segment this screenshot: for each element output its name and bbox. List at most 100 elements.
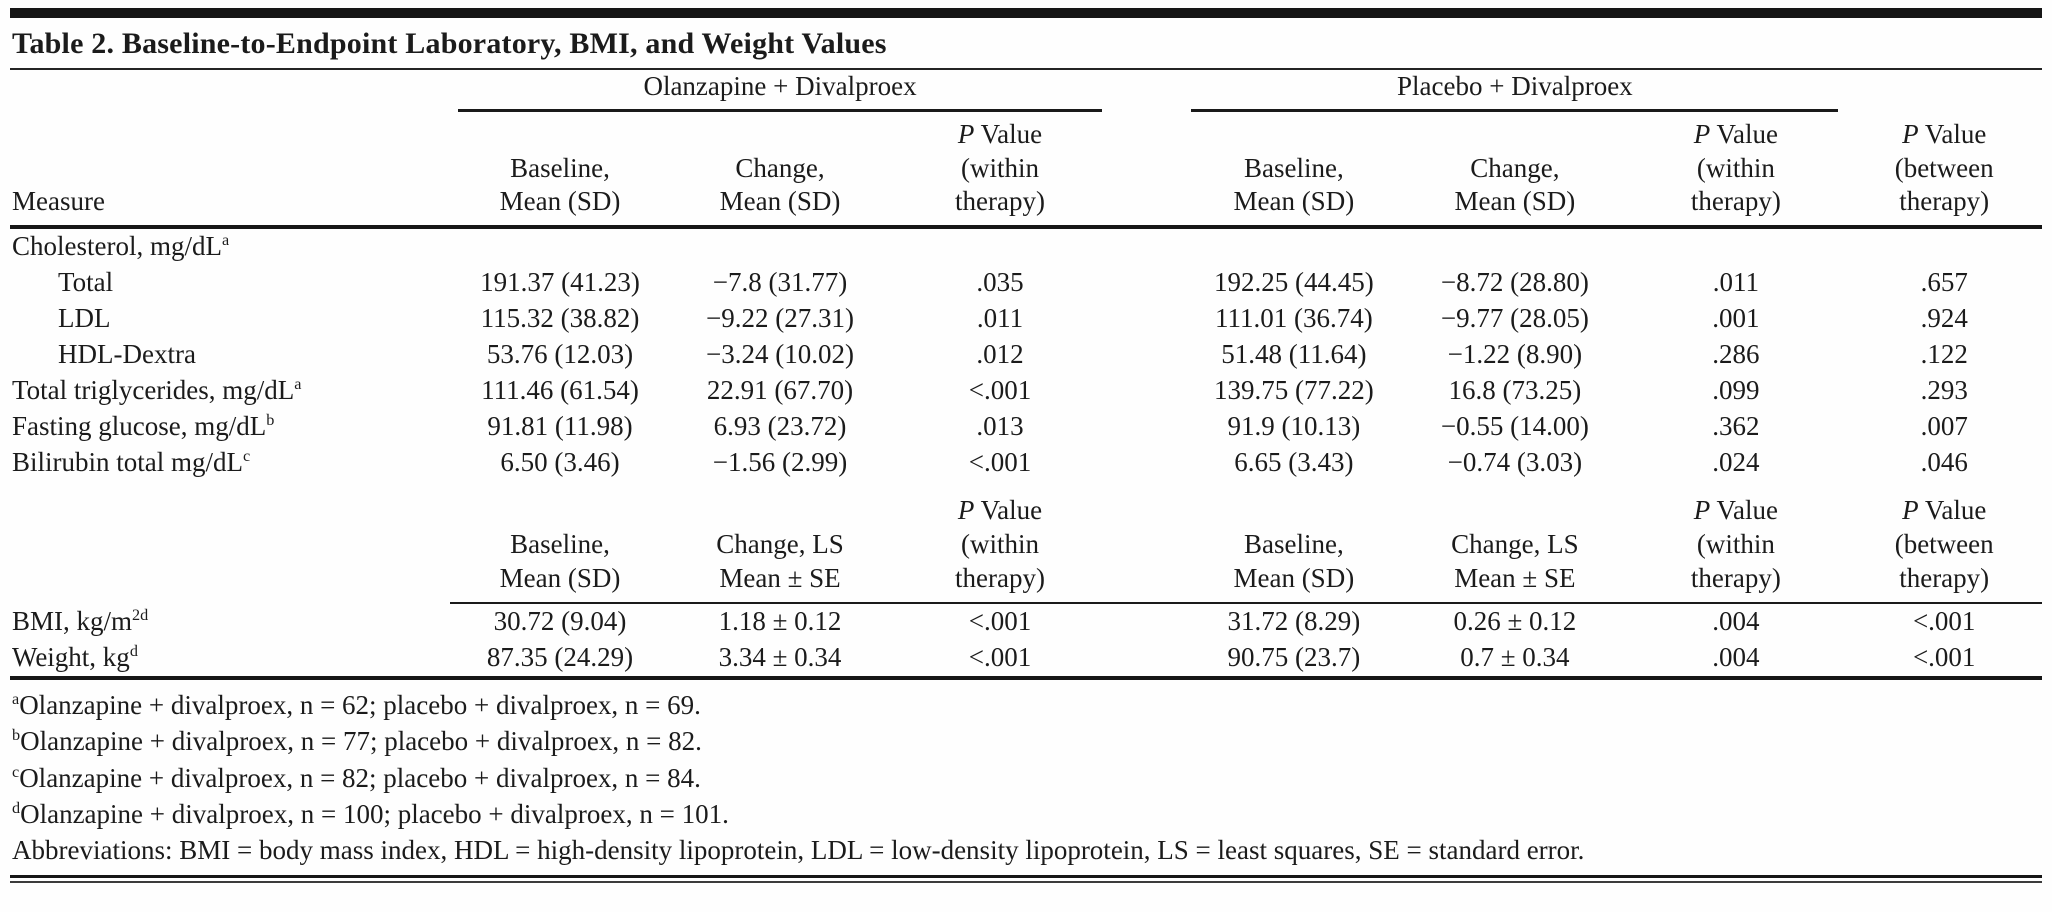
table-row-hdl: HDL-Dextra 53.76 (12.03) −3.24 (10.02) .… — [10, 337, 2042, 373]
group-header-row: Olanzapine + Divalproex Placebo + Divalp… — [10, 70, 2042, 118]
subhead-olz-pwithin: P Value (within therapy) — [955, 494, 1045, 593]
group-header-pbetween-spacer — [1846, 70, 2042, 118]
group-header-placebo: Placebo + Divalproex — [1183, 70, 1846, 118]
cell — [1625, 227, 1846, 265]
footnote-marker: 2d — [132, 605, 149, 624]
measure-bmi: BMI, kg/m2d — [10, 603, 450, 640]
cell: <.001 — [890, 639, 1111, 680]
gap-cell — [1110, 409, 1183, 445]
cell: <.001 — [968, 447, 1032, 477]
col-header-olz-pwithin: P Value (within therapy) — [890, 118, 1111, 229]
subhead-pbetween: P Value (between therapy) — [1894, 494, 1994, 593]
gap-cell — [1110, 265, 1183, 301]
measure-ldl: LDL — [10, 301, 450, 337]
table-row-cholesterol: Cholesterol, mg/dLa — [10, 227, 2042, 265]
gap-cell — [1110, 373, 1183, 409]
footnote-marker: a — [221, 231, 230, 249]
table-title: Table 2. Baseline-to-Endpoint Laboratory… — [10, 18, 2042, 70]
table-row-triglycerides: Total triglycerides, mg/dLa 111.46 (61.5… — [10, 373, 2042, 409]
footnote-text: Olanzapine + divalproex, n = 100; placeb… — [20, 798, 729, 829]
abbreviations-line: Abbreviations: BMI = body mass index, HD… — [12, 835, 1585, 866]
measure-label: BMI, kg/m — [12, 605, 133, 636]
cell: −9.22 (27.31) — [706, 303, 854, 333]
table-row-bilirubin: Bilirubin total mg/dLc 6.50 (3.46) −1.56… — [10, 445, 2042, 481]
cell — [890, 227, 1110, 265]
cell: .011 — [976, 303, 1024, 333]
cell: 6.50 (3.46) — [500, 447, 620, 477]
cell: .007 — [1920, 411, 1968, 441]
measure-label: Total triglycerides, mg/dL — [12, 375, 295, 405]
col-header-gap — [1110, 118, 1184, 229]
cell: .362 — [1712, 411, 1760, 441]
footnote-marker: d — [12, 798, 21, 817]
data-table: Olanzapine + Divalproex Placebo + Divalp… — [10, 70, 2042, 680]
measure-label: Cholesterol, mg/dL — [12, 231, 222, 261]
measure-label: LDL — [58, 303, 111, 333]
footnote-c: cOlanzapine + divalproex, n = 82; placeb… — [12, 760, 2040, 796]
group-gap — [1110, 70, 1183, 118]
cell: −1.56 (2.99) — [712, 447, 848, 477]
cell: 91.9 (10.13) — [1227, 411, 1361, 441]
footnote-marker: d — [129, 642, 138, 661]
cell: .004 — [1625, 601, 1847, 640]
footnote-a: aOlanzapine + divalproex, n = 62; placeb… — [12, 687, 2040, 723]
cell: 22.91 (67.70) — [706, 375, 854, 405]
cell: .286 — [1712, 339, 1760, 369]
cell: .293 — [1920, 375, 1968, 405]
cell: −8.72 (28.80) — [1440, 267, 1589, 297]
cell: −3.24 (10.02) — [706, 339, 854, 369]
cell: 0.7 ± 0.34 — [1404, 639, 1626, 680]
cell: <.001 — [1846, 639, 2042, 680]
gap-cell — [1110, 301, 1183, 337]
cell: <.001 — [890, 601, 1111, 640]
measure-label: Weight, kg — [12, 642, 130, 673]
gap-cell — [1110, 639, 1184, 680]
cell: <.001 — [968, 375, 1032, 405]
cell: .924 — [1920, 303, 1968, 333]
gap-cell — [1110, 481, 1183, 603]
footnote-text: Olanzapine + divalproex, n = 77; placebo… — [20, 726, 702, 757]
cell — [1404, 227, 1625, 265]
column-header-row: Measure Baseline, Mean (SD) Change, Mean… — [10, 118, 2042, 229]
cell: 6.93 (23.72) — [713, 411, 847, 441]
measure-label: Fasting glucose, mg/dL — [12, 411, 267, 441]
cell: .046 — [1920, 447, 1968, 477]
gap-cell — [1110, 337, 1183, 373]
cell: 16.8 (73.25) — [1448, 375, 1582, 405]
cell: 111.01 (36.74) — [1214, 303, 1373, 333]
cell: 115.32 (38.82) — [480, 303, 640, 333]
footnote-marker: c — [12, 762, 20, 781]
footnote-d: dOlanzapine + divalproex, n = 100; place… — [12, 796, 2040, 832]
footnote-marker: a — [12, 689, 20, 708]
cell: .004 — [1625, 639, 1847, 680]
col-header-measure: Measure — [10, 118, 451, 229]
cell: 1.18 ± 0.12 — [670, 601, 891, 640]
group-header-spacer — [10, 70, 450, 118]
col-header-pbo-baseline: Baseline, Mean (SD) — [1183, 118, 1405, 229]
cell: 111.46 (61.54) — [481, 375, 639, 405]
cell: .657 — [1920, 267, 1968, 297]
table-row-total: Total 191.37 (41.23) −7.8 (31.77) .035 1… — [10, 265, 2042, 301]
subhead-pbo-baseline: Baseline, Mean (SD) — [1233, 528, 1355, 593]
cell: −0.55 (14.00) — [1440, 411, 1589, 441]
cell: 53.76 (12.03) — [486, 339, 634, 369]
footnote-marker: c — [243, 447, 251, 465]
cell: .013 — [976, 411, 1024, 441]
group-label-olanzapine: Olanzapine + Divalproex — [643, 71, 917, 101]
measure-label: Bilirubin total mg/dL — [12, 447, 243, 477]
footnote-marker: b — [12, 726, 21, 745]
table-row-glucose: Fasting glucose, mg/dLb 91.81 (11.98) 6.… — [10, 409, 2042, 445]
col-header-pbo-change: Change, Mean (SD) — [1404, 118, 1626, 229]
cell: 6.65 (3.43) — [1234, 447, 1354, 477]
subhead-spacer — [10, 481, 450, 603]
cell: −0.74 (3.03) — [1447, 447, 1583, 477]
subhead-olz-baseline: Baseline, Mean (SD) — [499, 528, 621, 593]
measure-label: Total — [58, 267, 114, 297]
measure-triglycerides: Total triglycerides, mg/dLa — [10, 373, 450, 409]
col-header-olz-baseline: Baseline, Mean (SD) — [450, 118, 671, 229]
measure-weight: Weight, kgd — [10, 639, 451, 680]
measure-glucose: Fasting glucose, mg/dLb — [10, 409, 450, 445]
table-row-bmi: BMI, kg/m2d 30.72 (9.04) 1.18 ± 0.12 <.0… — [10, 601, 2042, 640]
cell: .012 — [976, 339, 1024, 369]
